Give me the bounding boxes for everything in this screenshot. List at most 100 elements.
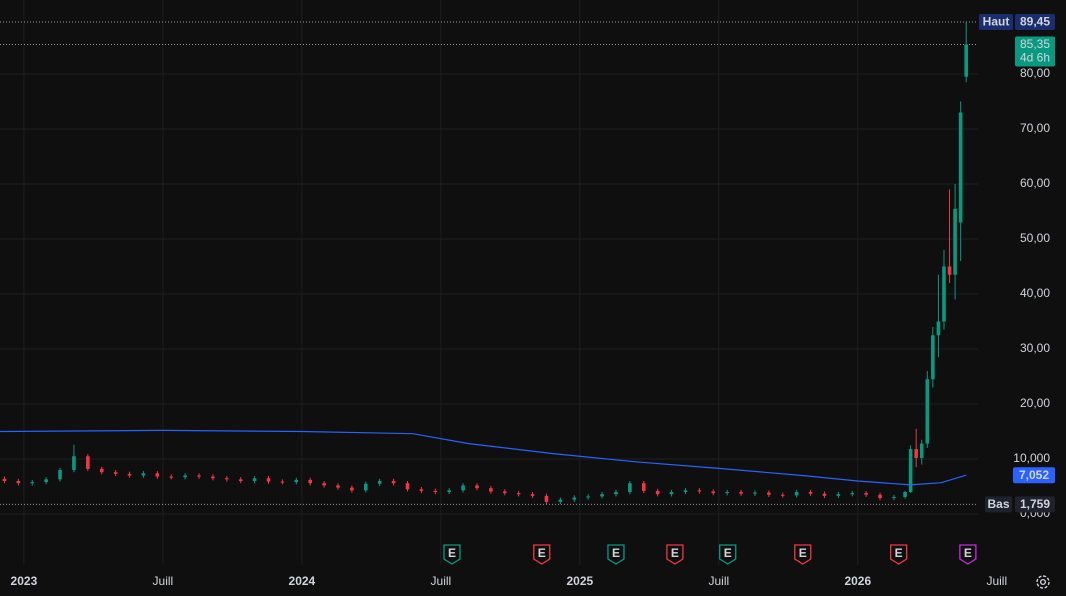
candle-body — [908, 449, 913, 493]
gear-center[interactable] — [1039, 578, 1047, 586]
candle-body — [864, 493, 868, 495]
candle-body — [683, 490, 688, 493]
candle-body — [433, 490, 438, 493]
candle-body — [628, 483, 632, 493]
event-label: E — [895, 546, 903, 560]
candle-body — [925, 379, 930, 444]
candle-body — [16, 481, 21, 484]
candle-body — [113, 472, 118, 474]
candle-body — [30, 482, 35, 484]
candle-body — [711, 491, 716, 494]
candle-body — [391, 481, 396, 484]
countdown-label: 4d 6h — [1020, 51, 1050, 65]
candle-body — [931, 335, 935, 380]
candle-body — [958, 112, 963, 223]
event-marker — [794, 544, 812, 565]
candle-body — [405, 483, 410, 490]
candle-body — [850, 493, 855, 495]
candle-body — [739, 492, 743, 494]
candle-body — [516, 493, 521, 495]
candle-body — [308, 479, 313, 484]
candle-body — [947, 266, 952, 275]
label-box — [985, 496, 1012, 513]
candle-body — [322, 483, 326, 486]
event-label: E — [538, 546, 546, 560]
candle-body — [600, 494, 604, 497]
y-tick-label: 10,000 — [1013, 451, 1050, 465]
y-tick-label: 30,00 — [1020, 341, 1050, 355]
price-label: 7,052 — [1019, 468, 1049, 482]
candle-body — [808, 492, 813, 494]
gear-outline[interactable] — [1036, 575, 1050, 589]
candle-body — [44, 479, 48, 483]
x-tick-label: Juill — [986, 574, 1007, 588]
label-text: Bas — [987, 497, 1009, 511]
candle-body — [280, 481, 285, 483]
x-tick-label: Juill — [708, 574, 729, 588]
y-tick-label: 40,00 — [1020, 286, 1050, 300]
candle-body — [822, 493, 827, 496]
candle-body — [767, 492, 771, 495]
candle-body — [447, 490, 451, 493]
candle-body — [753, 492, 757, 494]
candle-body — [169, 476, 174, 478]
event-label: E — [724, 546, 732, 560]
candle-body — [155, 473, 160, 477]
event-label: E — [964, 546, 972, 560]
y-tick-label: 70,00 — [1020, 121, 1050, 135]
candle-body — [294, 479, 299, 483]
candle-body — [586, 496, 590, 498]
candle-body — [475, 485, 479, 489]
label-text: Haut — [983, 15, 1010, 29]
candle-body — [530, 494, 535, 496]
candle-body — [641, 483, 646, 491]
event-label: E — [448, 546, 456, 560]
candle-body — [953, 208, 957, 275]
price-label-box — [1013, 467, 1055, 484]
price-label: 89,45 — [1020, 15, 1050, 29]
candle-body — [2, 478, 7, 482]
candle-body — [419, 489, 424, 491]
price-label-box — [1015, 496, 1055, 513]
candle-body — [211, 476, 215, 479]
event-marker — [533, 544, 551, 565]
candle-body — [336, 485, 340, 488]
candle-body — [614, 492, 618, 495]
event-marker — [959, 544, 977, 565]
candle-body — [502, 491, 507, 494]
price-label: 85,35 — [1020, 37, 1050, 51]
candle-body — [964, 44, 969, 77]
candle-body — [794, 492, 799, 496]
candle-body — [919, 443, 924, 458]
x-tick-label: 2026 — [844, 574, 871, 588]
x-tick-label: Juill — [431, 574, 452, 588]
candle-body — [377, 481, 382, 484]
candle-body — [72, 456, 76, 471]
event-label: E — [612, 546, 620, 560]
settings-icon[interactable] — [1036, 575, 1050, 589]
candle-body — [197, 475, 201, 477]
event-marker — [666, 544, 684, 565]
moving-average-line — [0, 429, 967, 486]
x-tick-label: 2023 — [11, 574, 38, 588]
candle-body — [86, 456, 90, 469]
candle-body — [903, 492, 907, 497]
event-marker — [443, 544, 461, 565]
candle-body — [266, 478, 271, 482]
y-tick-label: 20,00 — [1020, 396, 1050, 410]
y-tick-label: 80,00 — [1020, 66, 1050, 80]
candle-body — [669, 492, 674, 495]
candle-body — [461, 485, 465, 491]
x-tick-label: Juill — [153, 574, 174, 588]
event-marker — [890, 544, 908, 565]
candle-body — [936, 321, 941, 336]
event-label: E — [799, 546, 807, 560]
candle-body — [99, 468, 104, 473]
event-marker — [719, 544, 737, 565]
candle-body — [878, 494, 882, 499]
candle-body — [558, 499, 563, 502]
y-tick-label: 60,00 — [1020, 176, 1050, 190]
candle-body — [489, 488, 493, 492]
